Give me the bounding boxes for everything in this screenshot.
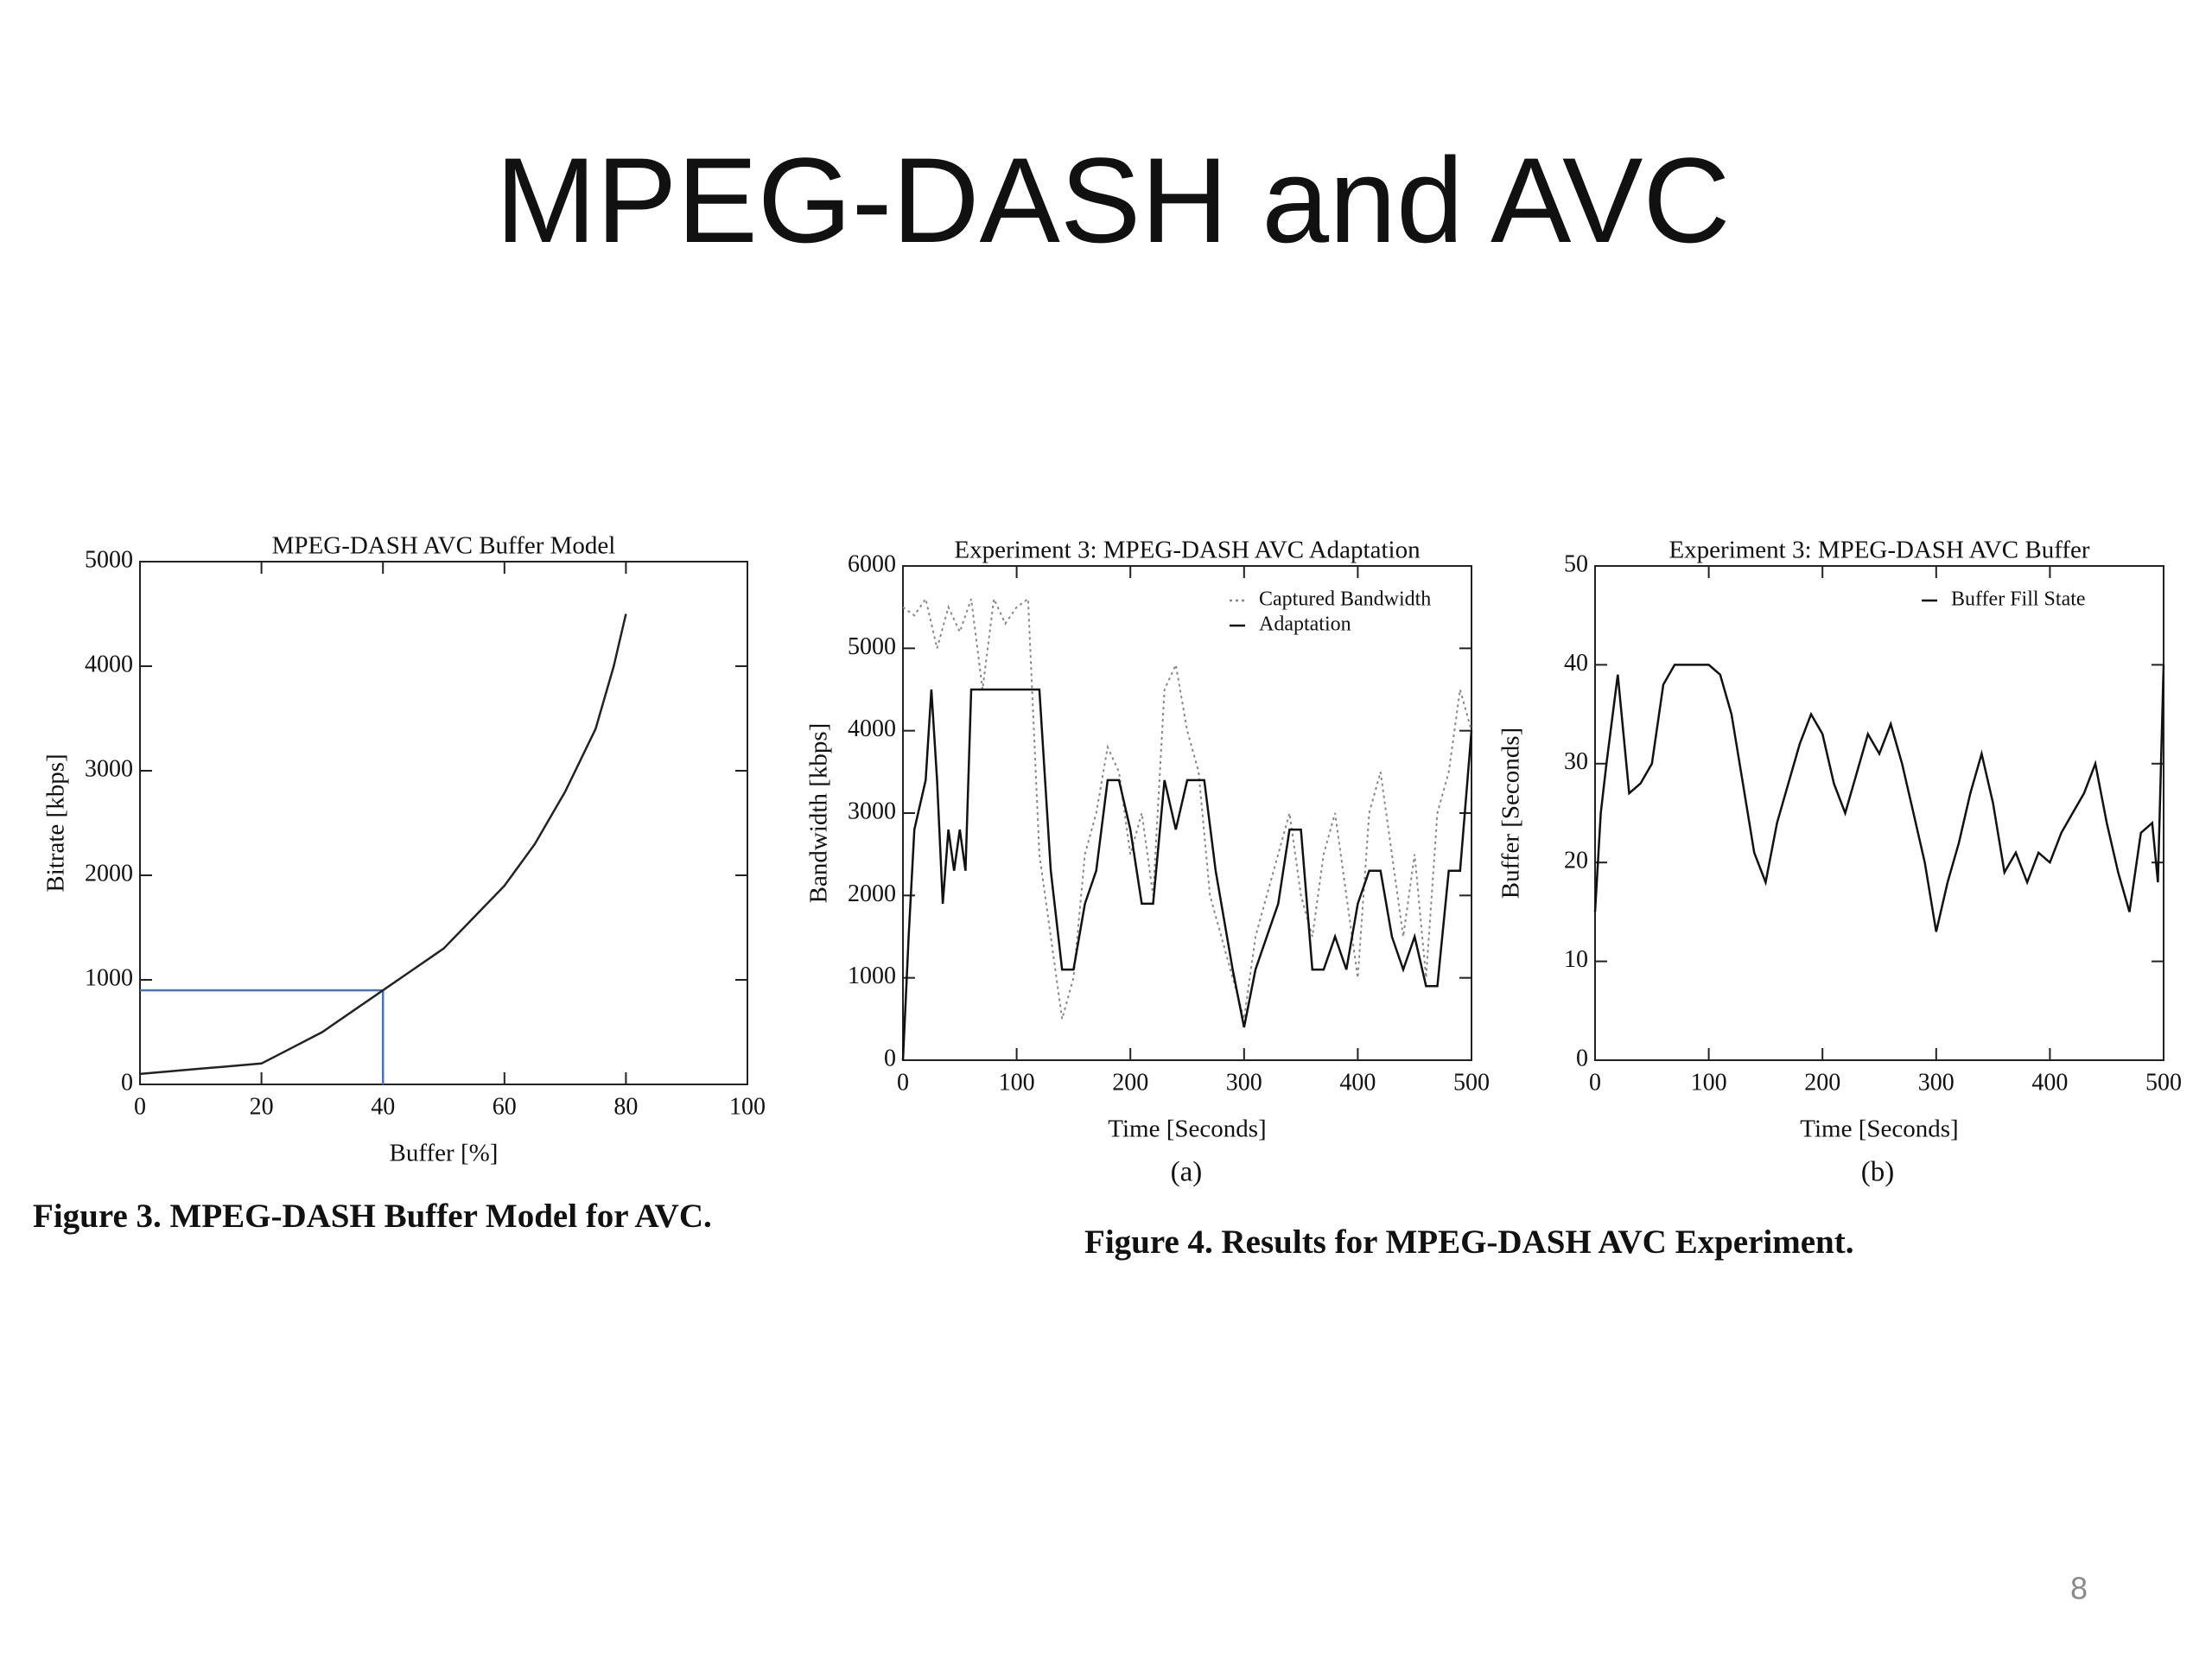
plot-frame: [139, 561, 748, 1085]
x-tick-label: 20: [250, 1093, 274, 1120]
figure-caption: Figure 4. Results for MPEG-DASH AVC Expe…: [1084, 1224, 1853, 1261]
y-tick-label: 0: [121, 1069, 133, 1096]
legend-label: Captured Bandwidth: [1259, 588, 1431, 611]
x-tick-label: 100: [1691, 1069, 1727, 1096]
x-tick-label: 200: [1804, 1069, 1840, 1096]
y-tick-label: 4000: [85, 651, 133, 677]
y-tick-label: 0: [884, 1045, 896, 1071]
y-axis-label: Buffer [Seconds]: [1497, 728, 1525, 899]
y-tick-label: 30: [1564, 748, 1588, 775]
y-axis-label: Bitrate [kbps]: [42, 753, 70, 892]
y-tick-label: 1000: [85, 964, 133, 991]
legend-label: Adaptation: [1259, 613, 1351, 636]
data-line: [139, 613, 627, 1076]
y-tick-label: 3000: [848, 798, 896, 824]
chart-title: Experiment 3: MPEG-DASH AVC Buffer: [1669, 537, 2089, 564]
page-number: 8: [2070, 1571, 2088, 1606]
legend-label: Buffer Fill State: [1951, 588, 2086, 611]
x-tick-label: 400: [2031, 1069, 2068, 1096]
chart-title: Experiment 3: MPEG-DASH AVC Adaptation: [954, 537, 1421, 564]
x-axis-label: Buffer [%]: [390, 1140, 499, 1167]
x-tick-label: 100: [999, 1069, 1035, 1096]
subfigure-label: (a): [1171, 1157, 1203, 1188]
y-tick-label: 50: [1564, 550, 1588, 577]
y-tick-label: 2000: [85, 860, 133, 887]
x-tick-label: 400: [1339, 1069, 1376, 1096]
x-tick-label: 60: [493, 1093, 517, 1120]
slide-title: MPEG-DASH and AVC: [496, 132, 1731, 268]
y-tick-label: 2000: [848, 880, 896, 907]
x-tick-label: 200: [1112, 1069, 1148, 1096]
x-tick-label: 0: [1589, 1069, 1601, 1096]
plot-frame: [1594, 565, 2164, 1061]
x-tick-label: 500: [2145, 1069, 2182, 1096]
x-tick-label: 300: [1918, 1069, 1955, 1096]
y-tick-label: 3000: [85, 755, 133, 782]
y-tick-label: 5000: [85, 546, 133, 573]
x-tick-label: 40: [371, 1093, 395, 1120]
x-tick-label: 500: [1453, 1069, 1490, 1096]
y-tick-label: 1000: [848, 963, 896, 989]
data-line: [1593, 664, 2165, 932]
data-line: [901, 688, 1473, 1061]
y-axis-label: Bandwidth [kbps]: [805, 723, 833, 904]
y-tick-label: 5000: [848, 633, 896, 660]
x-tick-label: 80: [613, 1093, 638, 1120]
y-tick-label: 6000: [848, 550, 896, 577]
chart-title: MPEG-DASH AVC Buffer Model: [272, 532, 616, 560]
x-tick-label: 100: [729, 1093, 766, 1120]
x-axis-label: Time [Seconds]: [1108, 1116, 1266, 1143]
x-tick-label: 300: [1226, 1069, 1262, 1096]
y-tick-label: 40: [1564, 650, 1588, 677]
y-tick-label: 4000: [848, 715, 896, 742]
y-tick-label: 10: [1564, 946, 1588, 973]
y-tick-label: 0: [1576, 1045, 1588, 1071]
x-tick-label: 0: [897, 1069, 909, 1096]
data-line: [902, 595, 1472, 1020]
subfigure-label: (b): [1861, 1157, 1894, 1188]
x-tick-label: 0: [134, 1093, 146, 1120]
x-axis-label: Time [Seconds]: [1800, 1116, 1958, 1143]
y-tick-label: 20: [1564, 848, 1588, 874]
figure-caption: Figure 3. MPEG-DASH Buffer Model for AVC…: [33, 1198, 712, 1235]
